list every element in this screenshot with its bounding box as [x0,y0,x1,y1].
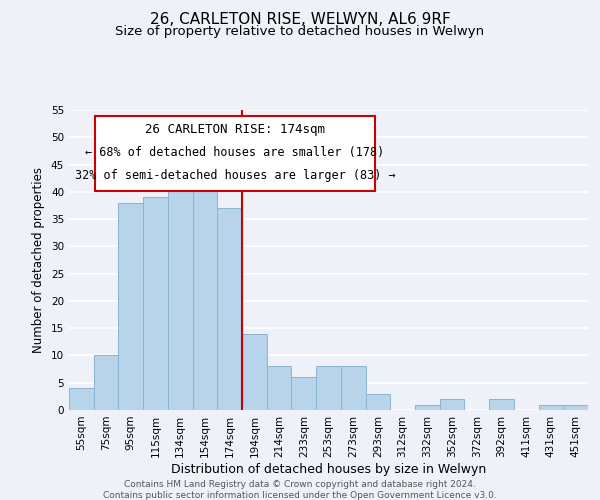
X-axis label: Distribution of detached houses by size in Welwyn: Distribution of detached houses by size … [171,462,486,475]
Bar [69,388,94,410]
Bar [217,208,242,410]
Bar [341,366,365,410]
Bar [193,176,217,410]
Bar [168,159,193,410]
Bar [415,404,440,410]
Bar [242,334,267,410]
Bar [292,378,316,410]
Bar [539,404,563,410]
Text: Size of property relative to detached houses in Welwyn: Size of property relative to detached ho… [115,25,485,38]
Y-axis label: Number of detached properties: Number of detached properties [32,167,46,353]
Bar [143,198,168,410]
Text: 32% of semi-detached houses are larger (83) →: 32% of semi-detached houses are larger (… [75,168,395,181]
Bar [316,366,341,410]
Text: 26, CARLETON RISE, WELWYN, AL6 9RF: 26, CARLETON RISE, WELWYN, AL6 9RF [149,12,451,28]
Bar [267,366,292,410]
Text: Contains HM Land Registry data © Crown copyright and database right 2024.: Contains HM Land Registry data © Crown c… [124,480,476,489]
Text: ← 68% of detached houses are smaller (178): ← 68% of detached houses are smaller (17… [85,146,385,159]
Bar [118,202,143,410]
Bar [94,356,118,410]
Text: 26 CARLETON RISE: 174sqm: 26 CARLETON RISE: 174sqm [145,124,325,136]
FancyBboxPatch shape [95,116,375,191]
Bar [440,399,464,410]
Bar [489,399,514,410]
Bar [563,404,588,410]
Bar [365,394,390,410]
Text: Contains public sector information licensed under the Open Government Licence v3: Contains public sector information licen… [103,491,497,500]
